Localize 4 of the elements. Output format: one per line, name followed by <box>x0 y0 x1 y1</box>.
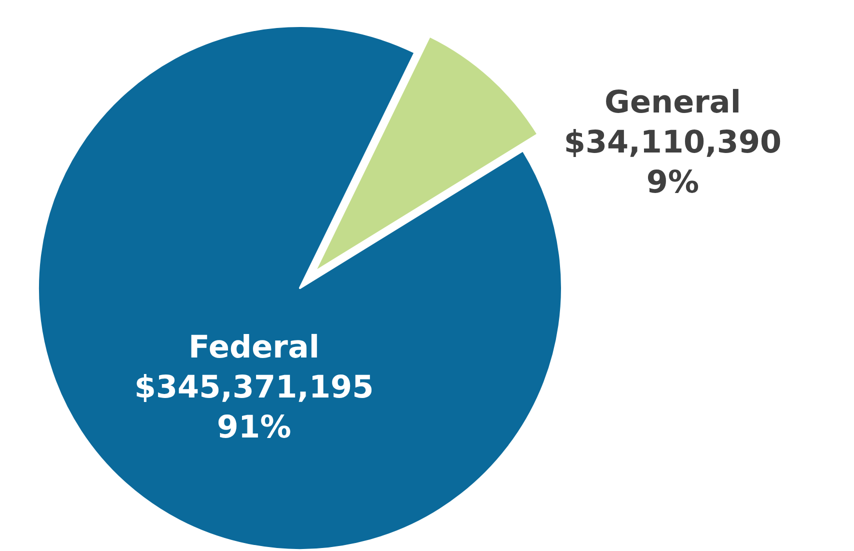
data-label: $34,110,390 9% <box>564 124 782 200</box>
data-label: $345,371,195 91% <box>134 369 374 446</box>
slice-label: Federal <box>188 329 320 366</box>
slice-label: General <box>604 84 741 120</box>
